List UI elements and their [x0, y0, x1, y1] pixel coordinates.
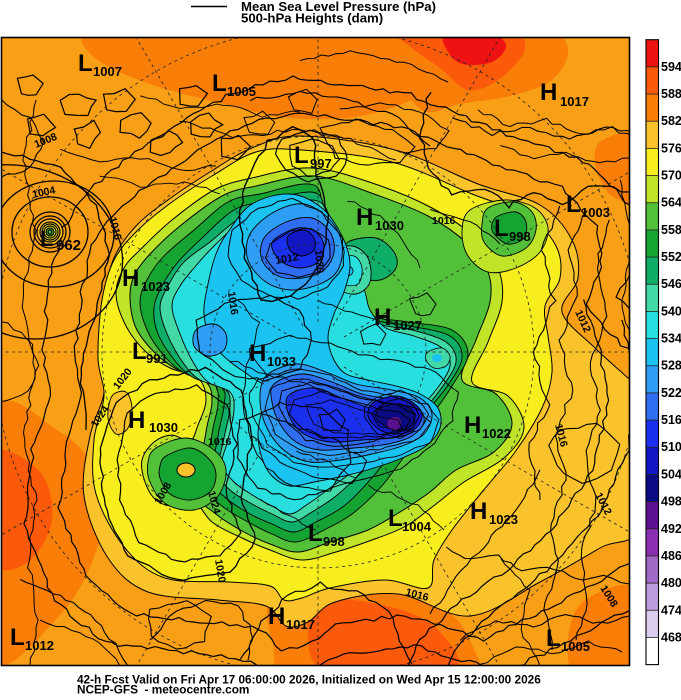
svg-text:468: 468: [661, 630, 681, 644]
svg-text:546: 546: [661, 277, 681, 291]
svg-text:991: 991: [146, 351, 168, 366]
svg-text:594: 594: [661, 60, 681, 74]
svg-text:H: H: [540, 79, 557, 106]
svg-text:1030: 1030: [149, 420, 178, 435]
svg-text:H: H: [464, 412, 481, 439]
svg-text:L: L: [78, 50, 93, 77]
svg-text:516: 516: [661, 413, 681, 427]
svg-text:H: H: [374, 304, 391, 331]
svg-text:1005: 1005: [227, 84, 256, 99]
svg-text:L: L: [212, 70, 227, 97]
svg-text:H: H: [470, 498, 487, 525]
svg-text:L: L: [546, 625, 561, 652]
svg-text:L: L: [308, 520, 323, 547]
svg-text:NCEP-GFS - meteocentre.com: NCEP-GFS - meteocentre.com: [77, 683, 249, 697]
svg-text:1027: 1027: [393, 318, 422, 333]
svg-text:564: 564: [661, 196, 681, 210]
svg-text:Mean Sea Level Pressure (hPa): Mean Sea Level Pressure (hPa): [241, 0, 436, 14]
svg-text:H: H: [249, 340, 266, 367]
svg-text:997: 997: [310, 156, 332, 171]
svg-text:492: 492: [661, 522, 681, 536]
svg-text:500-hPa Heights (dam): 500-hPa Heights (dam): [241, 11, 383, 26]
svg-text:480: 480: [661, 576, 681, 590]
svg-text:1003: 1003: [581, 205, 610, 220]
svg-text:1016: 1016: [225, 291, 240, 316]
svg-text:1033: 1033: [267, 354, 296, 369]
svg-text:1023: 1023: [489, 512, 518, 527]
svg-text:1023: 1023: [141, 279, 170, 294]
svg-text:1012: 1012: [274, 251, 299, 267]
svg-text:576: 576: [661, 141, 681, 155]
svg-text:1005: 1005: [561, 639, 590, 654]
svg-text:L: L: [388, 505, 403, 532]
svg-text:1030: 1030: [375, 218, 404, 233]
svg-text:962: 962: [56, 237, 81, 254]
svg-text:998: 998: [509, 229, 531, 244]
svg-text:510: 510: [661, 440, 681, 454]
svg-text:558: 558: [661, 223, 681, 237]
svg-text:528: 528: [661, 359, 681, 373]
svg-text:1016: 1016: [432, 215, 456, 227]
svg-text:1016: 1016: [208, 436, 232, 448]
svg-text:1012: 1012: [25, 638, 54, 653]
svg-text:L: L: [132, 338, 147, 365]
svg-text:498: 498: [661, 495, 681, 509]
svg-text:1004: 1004: [31, 184, 56, 201]
svg-text:L: L: [566, 191, 581, 218]
svg-text:1016: 1016: [552, 423, 570, 449]
svg-text:H: H: [122, 265, 139, 292]
svg-text:L: L: [494, 215, 509, 242]
svg-text:1022: 1022: [482, 426, 511, 441]
svg-text:1020: 1020: [212, 558, 228, 583]
svg-text:1016: 1016: [106, 216, 124, 242]
svg-text:582: 582: [661, 114, 681, 128]
svg-text:474: 474: [661, 603, 681, 617]
svg-text:1016: 1016: [404, 586, 430, 604]
svg-text:H: H: [128, 407, 145, 434]
svg-text:1024: 1024: [205, 490, 223, 516]
svg-text:1017: 1017: [286, 617, 315, 632]
svg-text:522: 522: [661, 386, 681, 400]
svg-text:L: L: [10, 624, 25, 651]
svg-text:534: 534: [661, 332, 681, 346]
svg-text:H: H: [268, 603, 285, 630]
svg-text:L: L: [40, 226, 53, 251]
svg-text:42-h Fcst Valid on Fri Apr 17: 42-h Fcst Valid on Fri Apr 17 06:00:00 2…: [77, 673, 541, 687]
svg-text:1017: 1017: [560, 94, 589, 109]
svg-text:570: 570: [661, 169, 681, 183]
svg-text:540: 540: [661, 304, 681, 318]
svg-text:1007: 1007: [93, 64, 122, 79]
svg-text:504: 504: [661, 467, 681, 481]
svg-text:L: L: [294, 142, 309, 169]
svg-text:998: 998: [323, 534, 345, 549]
svg-text:552: 552: [661, 250, 681, 264]
svg-text:486: 486: [661, 549, 681, 563]
svg-text:1020: 1020: [312, 249, 326, 273]
svg-text:H: H: [356, 204, 373, 231]
svg-text:1004: 1004: [402, 519, 432, 534]
svg-text:588: 588: [661, 87, 681, 101]
